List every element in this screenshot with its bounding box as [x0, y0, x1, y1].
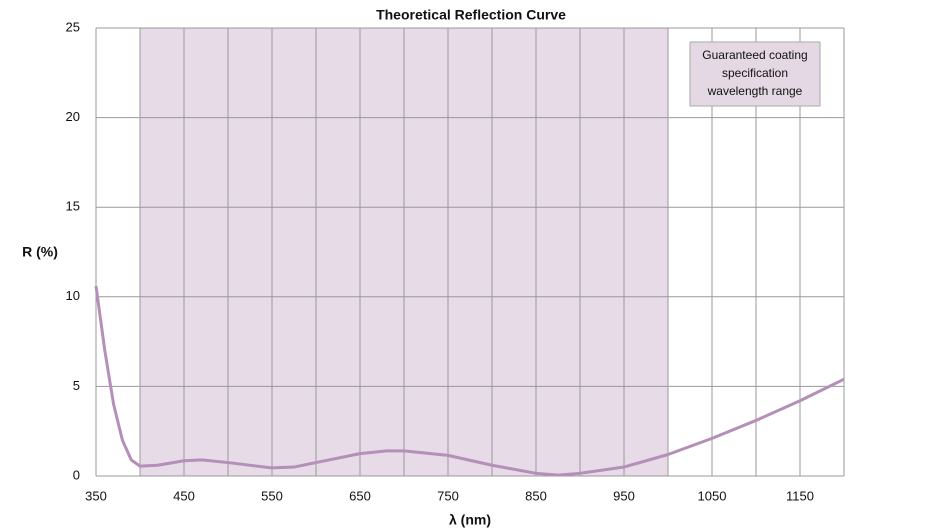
- x-tick-label: 1150: [786, 488, 814, 503]
- annotation-text: Guaranteed coating: [702, 48, 807, 62]
- y-tick-label: 10: [66, 288, 80, 303]
- x-axis-label: λ (nm): [449, 512, 491, 528]
- x-tick-label: 650: [349, 488, 371, 503]
- y-tick-label: 0: [73, 467, 80, 482]
- annotation-text: wavelength range: [707, 84, 803, 98]
- annotation-text: specification: [722, 66, 788, 80]
- x-tick-label: 450: [173, 488, 195, 503]
- x-tick-label: 950: [613, 488, 635, 503]
- y-axis-label: R (%): [22, 244, 58, 260]
- y-tick-label: 20: [66, 109, 80, 124]
- x-tick-label: 550: [261, 488, 283, 503]
- annotation-box: [689, 41, 821, 107]
- data-line: [94, 285, 845, 477]
- x-tick-label: 350: [85, 488, 107, 503]
- x-tick-label: 850: [525, 488, 547, 503]
- x-tick-label: 1050: [698, 488, 727, 503]
- x-tick-label: 750: [437, 488, 459, 503]
- y-tick-label: 25: [66, 19, 80, 34]
- chart-title: Theoretical Reflection Curve: [376, 7, 566, 23]
- y-tick-label: 15: [66, 199, 80, 214]
- y-tick-label: 5: [73, 378, 80, 393]
